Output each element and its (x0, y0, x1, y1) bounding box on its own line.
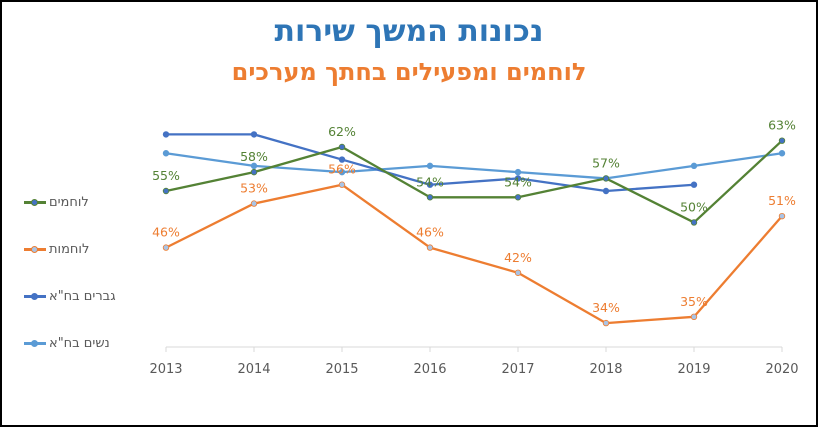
data-point (690, 162, 698, 170)
legend-item-airforce-women: נשים בח"א (24, 333, 110, 353)
legend-label: לוחמים (49, 194, 89, 210)
data-point (426, 194, 434, 201)
x-tick-label: 2019 (677, 362, 710, 377)
data-point (602, 187, 610, 195)
legend-label: גברים בח"א (49, 288, 116, 304)
data-point (426, 244, 434, 251)
data-label: 53% (240, 181, 268, 196)
series-line (165, 139, 783, 224)
data-point (338, 143, 346, 151)
data-label: 54% (416, 174, 444, 189)
data-point (162, 131, 170, 138)
data-point (338, 181, 346, 188)
data-label: 46% (152, 225, 180, 240)
legend-label: נשים בח"א (49, 335, 110, 351)
x-tick-label: 2016 (413, 362, 446, 377)
data-point (778, 212, 786, 220)
data-label: 57% (592, 155, 620, 170)
data-point (250, 168, 258, 176)
data-label: 62% (328, 124, 356, 139)
x-tick-label: 2020 (765, 362, 798, 377)
x-tick-label: 2018 (589, 362, 622, 377)
data-point (690, 219, 698, 226)
data-point (514, 175, 522, 182)
legend-marker-icon (31, 245, 38, 253)
data-label: 34% (592, 300, 620, 315)
data-point (602, 175, 610, 182)
chart-subtitle: לוחמים ומפעילים בחתך מערכים (231, 58, 587, 86)
data-label: 56% (328, 162, 356, 177)
data-label: 42% (504, 250, 532, 265)
data-point (250, 200, 258, 207)
data-point (514, 168, 522, 176)
legend-swatch (24, 292, 46, 300)
data-label: 58% (240, 149, 268, 164)
legend-swatch (24, 339, 46, 347)
legend-marker-icon (31, 292, 38, 300)
data-point (602, 319, 610, 327)
data-point (514, 269, 522, 276)
data-label: 35% (680, 294, 708, 309)
legend-marker-icon (31, 198, 38, 206)
x-tick-label: 2014 (237, 362, 270, 377)
legend-item-fighters-men: לוחמים (24, 192, 89, 212)
data-point (162, 187, 170, 195)
data-point (162, 150, 170, 157)
x-tick-label: 2013 (149, 362, 182, 377)
legend-marker-icon (31, 339, 38, 347)
data-label: 46% (416, 225, 444, 240)
data-point (778, 137, 786, 144)
x-tick-label: 2017 (501, 362, 534, 377)
data-point (514, 194, 522, 201)
chart-title: נכונות המשך שירות (274, 14, 544, 49)
data-label: 55% (152, 168, 180, 183)
data-point (338, 156, 346, 163)
data-point (426, 162, 434, 170)
x-tick-label: 2015 (325, 362, 358, 377)
data-point (690, 313, 698, 320)
legend-item-airforce-men: גברים בח"א (24, 286, 116, 306)
data-point (690, 181, 698, 188)
data-label: 63% (768, 118, 796, 133)
legend-item-fighters-women: לוחמות (24, 239, 89, 259)
legend-label: לוחמות (49, 241, 90, 257)
data-point (250, 131, 258, 138)
legend-swatch (24, 198, 46, 206)
legend-swatch (24, 245, 46, 253)
data-point (250, 162, 258, 170)
data-point (426, 181, 434, 188)
data-point (778, 150, 786, 157)
data-label: 54% (504, 174, 532, 189)
data-point (162, 244, 170, 251)
series-line (165, 183, 783, 325)
data-point (338, 168, 346, 176)
data-label: 51% (768, 193, 796, 208)
data-label: 50% (680, 199, 708, 214)
